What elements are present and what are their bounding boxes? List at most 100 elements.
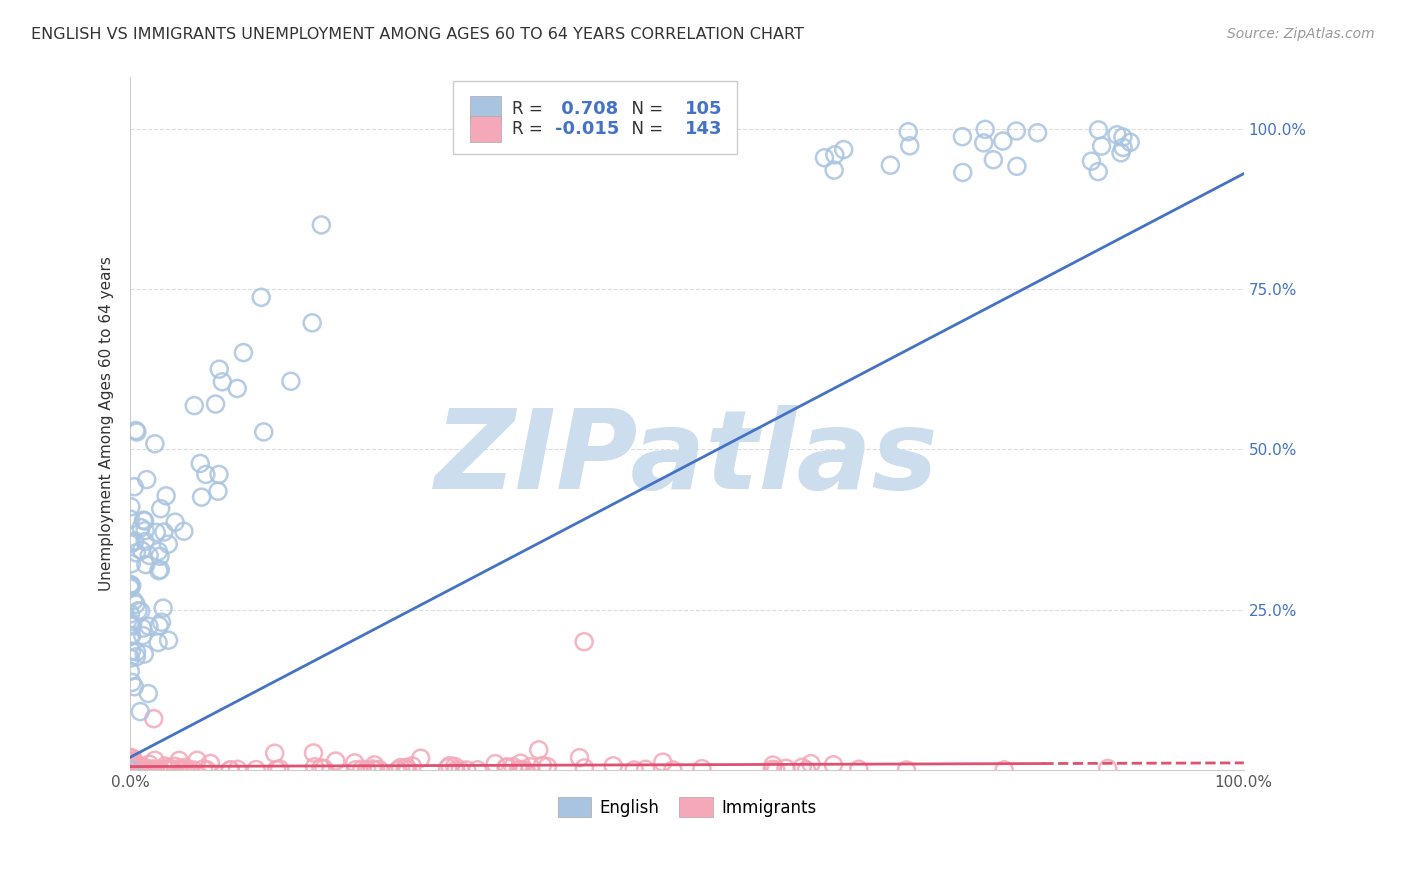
Point <box>896 763 918 777</box>
Point <box>120 664 142 678</box>
Point <box>172 763 194 777</box>
Point <box>467 763 489 777</box>
Point <box>132 762 155 776</box>
Point <box>148 618 170 632</box>
Point <box>153 759 176 773</box>
Point <box>128 759 150 773</box>
Point <box>800 756 823 771</box>
Point <box>120 756 142 770</box>
Point <box>519 760 541 774</box>
Point <box>245 763 267 777</box>
FancyBboxPatch shape <box>470 96 501 122</box>
Point <box>186 753 208 767</box>
Point <box>120 763 142 777</box>
Point <box>134 534 156 549</box>
Point <box>134 647 156 661</box>
Point <box>145 525 167 540</box>
Point <box>121 762 143 776</box>
Point <box>848 762 870 776</box>
Point <box>1087 123 1109 137</box>
Point <box>136 686 159 700</box>
Point <box>120 762 142 776</box>
Point <box>135 558 157 572</box>
Point <box>396 763 419 777</box>
Point <box>536 759 558 773</box>
Point <box>309 761 332 775</box>
Point <box>120 615 142 629</box>
Point <box>129 521 152 535</box>
Point <box>1109 145 1132 160</box>
Point <box>350 762 373 776</box>
Point <box>121 756 143 770</box>
Point <box>439 758 461 772</box>
Point <box>122 593 145 607</box>
Point <box>993 763 1015 777</box>
Point <box>304 760 326 774</box>
Point <box>1119 136 1142 150</box>
Point <box>120 607 142 621</box>
Point <box>120 644 142 658</box>
Point <box>983 153 1005 167</box>
Point <box>1097 762 1119 776</box>
Point <box>1026 126 1049 140</box>
Point <box>361 762 384 776</box>
Point <box>143 753 166 767</box>
Point <box>132 513 155 527</box>
Point <box>898 138 921 153</box>
Point <box>690 762 713 776</box>
Point <box>120 628 142 642</box>
Point <box>302 746 325 760</box>
Point <box>142 712 165 726</box>
Point <box>449 763 471 777</box>
Point <box>120 758 142 772</box>
Point <box>188 457 211 471</box>
Point <box>232 345 254 359</box>
Point <box>121 758 143 772</box>
Point <box>1112 130 1135 145</box>
Point <box>125 649 148 664</box>
Point <box>200 756 222 771</box>
Point <box>121 757 143 772</box>
Point <box>190 490 212 504</box>
Point <box>120 512 142 526</box>
Point <box>226 762 249 776</box>
Point <box>1087 164 1109 178</box>
Point <box>129 604 152 618</box>
Point <box>143 437 166 451</box>
Point <box>157 633 180 648</box>
Point <box>131 543 153 558</box>
Point <box>662 763 685 777</box>
Point <box>510 763 533 777</box>
Point <box>142 762 165 776</box>
Legend: English, Immigrants: English, Immigrants <box>551 790 823 824</box>
Point <box>132 629 155 643</box>
Point <box>436 761 458 775</box>
Point <box>167 753 190 767</box>
Point <box>121 619 143 633</box>
Point <box>572 634 595 648</box>
Point <box>356 763 378 777</box>
Point <box>160 762 183 776</box>
Point <box>136 762 159 776</box>
Point <box>208 467 231 482</box>
Point <box>120 750 142 764</box>
Point <box>219 763 242 777</box>
Point <box>211 375 233 389</box>
Point <box>121 536 143 550</box>
Point <box>167 763 190 777</box>
Point <box>120 761 142 775</box>
Point <box>148 762 170 776</box>
Point <box>502 759 524 773</box>
Point <box>120 759 142 773</box>
Point <box>325 754 347 768</box>
Point <box>796 763 818 777</box>
Point <box>824 148 846 162</box>
Point <box>496 760 519 774</box>
Point <box>765 763 787 777</box>
Point <box>1005 124 1028 138</box>
Text: -0.015: -0.015 <box>554 120 619 137</box>
Point <box>568 750 591 764</box>
Point <box>125 597 148 611</box>
Point <box>183 763 205 777</box>
Point <box>1112 140 1135 154</box>
